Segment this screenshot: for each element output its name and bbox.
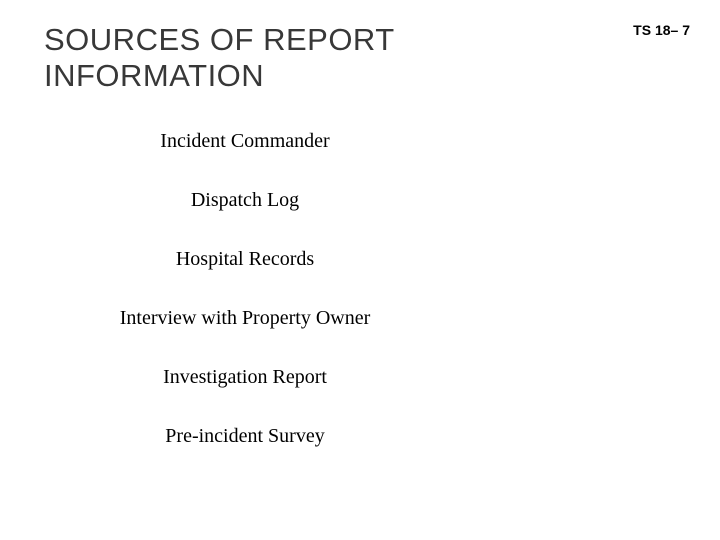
source-item: Incident Commander (0, 130, 490, 153)
source-item: Hospital Records (0, 248, 490, 271)
sources-list: Incident Commander Dispatch Log Hospital… (0, 130, 490, 484)
source-item: Pre-incident Survey (0, 425, 490, 448)
page-reference: TS 18– 7 (633, 22, 690, 38)
source-item: Dispatch Log (0, 189, 490, 212)
title-line-2: INFORMATION (44, 58, 264, 93)
source-item: Investigation Report (0, 366, 490, 389)
title-line-1: SOURCES OF REPORT (44, 22, 395, 57)
source-item: Interview with Property Owner (0, 307, 490, 330)
slide-title: SOURCES OF REPORT INFORMATION (44, 22, 395, 93)
